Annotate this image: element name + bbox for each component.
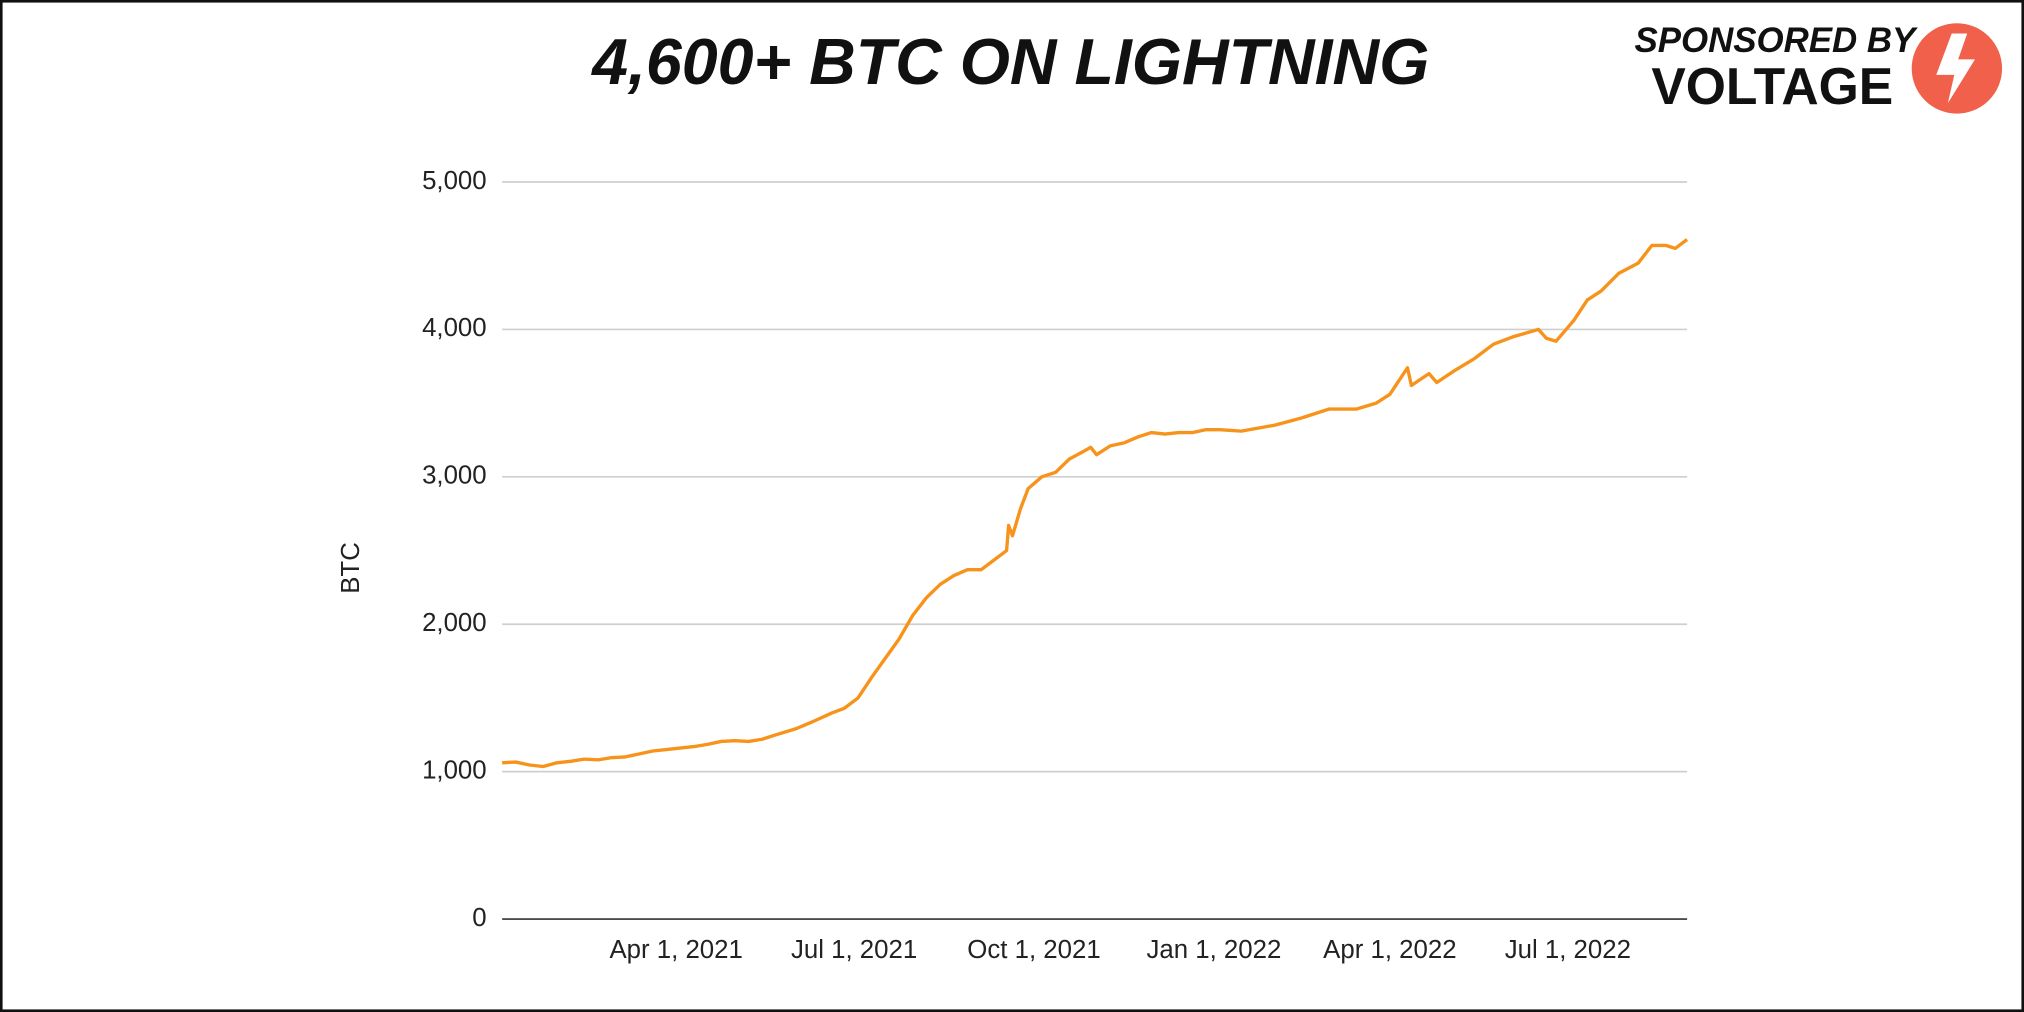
x-tick-label: Jul 1, 2022 [1505,936,1631,964]
sponsor-logo [1911,23,2003,114]
y-tick-label: 4,000 [422,314,487,342]
y-tick-label: 5,000 [422,167,487,195]
sponsor-label: SPONSORED BY [1634,21,1917,60]
y-axis-label: BTC [337,542,365,594]
sponsor-name: VOLTAGE [1651,57,1893,115]
y-tick-label: 2,000 [422,609,487,637]
logo-bolt [1936,33,1975,104]
x-tick-label: Oct 1, 2021 [967,936,1100,964]
chart-title: 4,600+ BTC ON LIGHTNING [590,26,1429,98]
y-tick-label: 1,000 [422,756,487,784]
x-tick-label: Apr 1, 2021 [609,936,742,964]
x-tick-label: Jan 1, 2022 [1146,936,1281,964]
y-tick-label: 3,000 [422,462,487,490]
x-tick-label: Apr 1, 2022 [1323,936,1456,964]
x-tick-label: Jul 1, 2021 [791,936,917,964]
data-line [502,238,1689,769]
y-tick-label: 0 [472,904,486,932]
